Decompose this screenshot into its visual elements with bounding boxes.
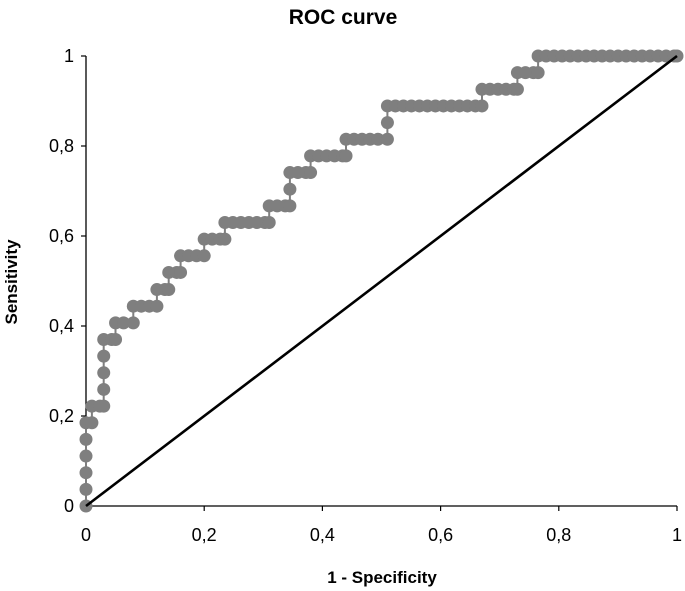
- y-tick-label: 0,4: [49, 316, 74, 336]
- x-tick-label: 0: [81, 525, 91, 545]
- roc-point: [97, 366, 111, 380]
- roc-point: [380, 116, 394, 130]
- roc-point: [97, 399, 111, 413]
- roc-point: [150, 299, 164, 313]
- y-tick-label: 1: [64, 46, 74, 66]
- x-tick-label: 1: [672, 525, 682, 545]
- x-tick-label: 0,2: [192, 525, 217, 545]
- roc-point: [262, 216, 276, 229]
- roc-point: [162, 283, 176, 297]
- x-tick-label: 0,4: [310, 525, 335, 545]
- roc-point: [79, 432, 93, 446]
- roc-point: [79, 449, 93, 463]
- roc-point: [339, 149, 353, 163]
- roc-series: [79, 49, 684, 513]
- y-tick-label: 0,2: [49, 406, 74, 426]
- x-axis-title: 1 - Specificity: [327, 568, 437, 587]
- y-tick-label: 0,6: [49, 226, 74, 246]
- roc-point: [304, 166, 318, 180]
- roc-point: [109, 333, 123, 346]
- roc-point: [380, 132, 394, 146]
- roc-point: [117, 316, 131, 330]
- x-tick-label: 0,6: [428, 525, 453, 545]
- roc-point: [218, 232, 232, 246]
- tick-labels: 0 0,2 0,4 0,6 0,8 1 0 0,2 0,4 0,6 0,8 1: [49, 46, 682, 545]
- roc-point: [85, 416, 99, 430]
- roc-point: [126, 316, 140, 330]
- y-tick-label: 0: [64, 496, 74, 516]
- roc-point: [283, 199, 297, 213]
- roc-point: [510, 82, 524, 96]
- roc-point: [475, 99, 489, 113]
- roc-point: [97, 382, 111, 396]
- roc-point: [531, 66, 545, 80]
- chart-title: ROC curve: [289, 6, 398, 29]
- roc-point: [371, 132, 385, 146]
- roc-point: [283, 182, 297, 196]
- roc-point: [79, 482, 93, 496]
- y-axis-title: Sensitivity: [2, 239, 21, 325]
- roc-point: [174, 265, 188, 279]
- x-tick-label: 0,8: [546, 525, 571, 545]
- roc-point: [97, 349, 111, 363]
- reference-series: [85, 54, 678, 508]
- y-tick-label: 0,8: [49, 136, 74, 156]
- roc-point: [79, 466, 93, 480]
- reference-line: [85, 54, 678, 508]
- roc-point: [197, 249, 211, 263]
